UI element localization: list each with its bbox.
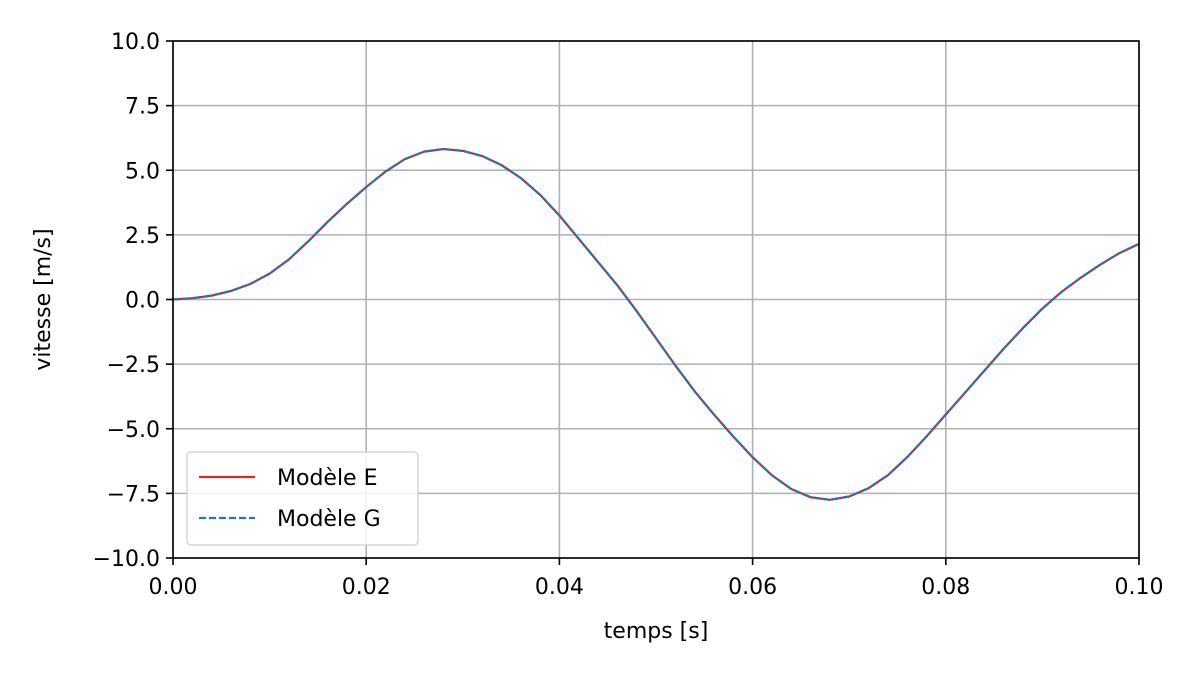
y-tick-label: 7.5 [125,95,160,120]
x-tick-label: 0.08 [921,575,970,600]
legend-label-modele-e: Modèle E [277,466,377,491]
y-tick-label: 0.0 [125,289,160,314]
x-tick-label: 0.00 [149,575,198,600]
y-tick-label: 5.0 [125,159,160,184]
y-tick-label: 2.5 [125,224,160,249]
y-tick-label: 10.0 [111,30,160,55]
x-tick-label: 0.04 [535,575,584,600]
x-tick-label: 0.02 [342,575,391,600]
y-tick-label: −10.0 [93,547,160,572]
legend-box [186,451,419,546]
x-tick-label: 0.10 [1115,575,1164,600]
legend: Modèle E Modèle G [186,451,419,546]
y-tick-label: −5.0 [107,418,160,443]
series-line-modele-g [172,147,1140,501]
ticks: 0.00 0.02 0.04 0.06 0.08 0.10 −10.0 −7.5 −5.0 −2.… [93,30,1164,600]
x-tick-label: 0.06 [728,575,777,600]
y-tick-label: −7.5 [107,482,160,507]
y-tick-label: −2.5 [107,353,160,378]
x-axis-label: temps [s] [604,619,709,644]
y-axis-label: vitesse [m/s] [31,228,56,370]
legend-label-modele-g: Modèle G [277,507,381,532]
series-layer [172,147,1140,501]
